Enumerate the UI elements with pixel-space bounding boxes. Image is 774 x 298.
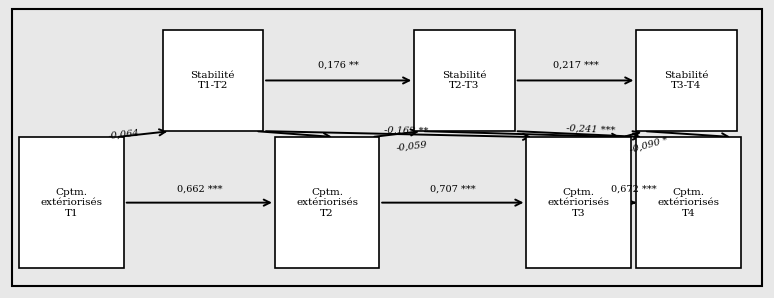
Text: Stabilité
T2-T3: Stabilité T2-T3: [442, 71, 487, 90]
Text: 0,672 ***: 0,672 ***: [611, 185, 656, 194]
Bar: [275, 137, 379, 268]
Text: 0,217 ***: 0,217 ***: [553, 61, 598, 70]
Bar: [636, 30, 737, 131]
Text: -0,241 ***: -0,241 ***: [567, 124, 615, 135]
Text: -0,162 **: -0,162 **: [384, 126, 429, 136]
Bar: [414, 30, 515, 131]
Bar: [163, 30, 263, 131]
Text: Stabilité
T1-T2: Stabilité T1-T2: [190, 71, 235, 90]
Text: Cptm.
extériorisés
T1: Cptm. extériorisés T1: [40, 188, 103, 218]
Text: 0,662 ***: 0,662 ***: [176, 185, 222, 194]
Text: -0,059: -0,059: [396, 140, 428, 152]
Text: -0,090 *: -0,090 *: [628, 135, 670, 154]
Bar: [526, 137, 631, 268]
Text: -0,064: -0,064: [108, 128, 140, 140]
Bar: [19, 137, 124, 268]
Text: Cptm.
extériorisés
T4: Cptm. extériorisés T4: [657, 188, 720, 218]
Text: 0,176 **: 0,176 **: [318, 61, 359, 70]
Text: Cptm.
extériorisés
T2: Cptm. extériorisés T2: [296, 188, 358, 218]
Bar: [636, 137, 741, 268]
Text: 0,707 ***: 0,707 ***: [430, 185, 475, 194]
Text: Cptm.
extériorisés
T3: Cptm. extériorisés T3: [547, 188, 610, 218]
Text: Stabilité
T3-T4: Stabilité T3-T4: [664, 71, 709, 90]
